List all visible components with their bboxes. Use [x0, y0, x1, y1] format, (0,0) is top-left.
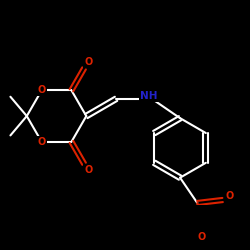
- Text: O: O: [84, 58, 93, 68]
- Text: O: O: [225, 192, 233, 202]
- Text: O: O: [38, 137, 46, 147]
- Text: NH: NH: [140, 92, 158, 102]
- Text: O: O: [198, 232, 206, 242]
- Text: O: O: [84, 165, 93, 175]
- Text: O: O: [38, 85, 46, 95]
